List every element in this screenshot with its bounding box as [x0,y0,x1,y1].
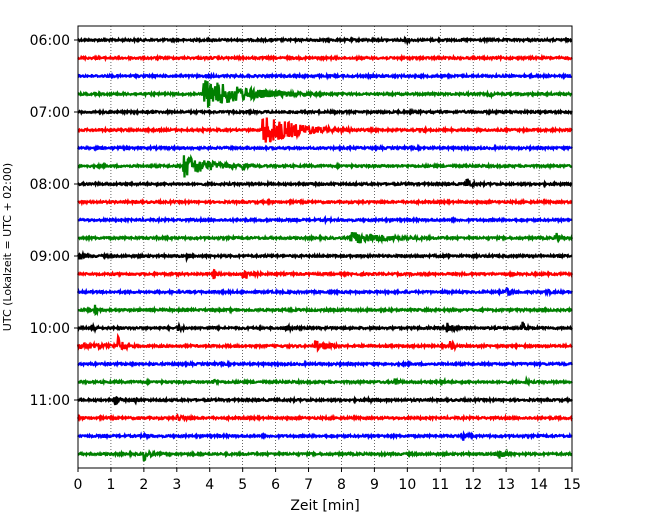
trace-0715 [77,117,573,143]
x-tick-label: 11 [431,477,449,493]
trace-0600 [77,35,573,47]
x-tick-label: 0 [74,477,83,493]
x-axis-label: Zeit [min] [290,498,359,514]
x-tick-label: 15 [563,477,581,493]
y-tick-label: 09:00 [30,249,70,265]
traces [76,35,574,462]
trace-0700 [77,107,573,117]
y-tick-label: 07:00 [30,105,70,121]
y-tick-label: 08:00 [30,177,70,193]
trace-1145 [77,448,573,462]
y-tick-label: 10:00 [30,321,70,337]
trace-0615 [77,53,573,63]
x-tick-label: 1 [106,477,115,493]
x-tick-label: 13 [497,477,515,493]
x-axis: 0 1 2 3 4 5 6 7 8 9 10 11 12 13 14 15 [74,468,581,493]
y-tick-label: 06:00 [30,33,70,49]
trace-0915 [76,268,574,280]
plot-frame [77,25,573,469]
trace-0900 [77,249,573,264]
trace-0630 [77,71,573,81]
trace-0945 [77,304,573,317]
trace-1030 [77,359,574,369]
y-axis-label: UTC (Lokalzeit = UTC + 02:00) [1,163,14,331]
trace-0845 [77,231,574,245]
x-tick-label: 2 [139,477,148,493]
x-tick-label: 6 [271,477,280,493]
trace-1015 [76,332,573,353]
x-tick-label: 12 [464,477,482,493]
trace-0830 [77,214,573,226]
trace-1045 [77,375,573,387]
x-tick-label: 4 [205,477,214,493]
x-tick-label: 5 [238,477,247,493]
x-tick-label: 3 [172,477,181,493]
trace-1100 [76,394,573,406]
trace-0730 [76,143,573,153]
trace-0645 [77,80,573,108]
trace-1115 [76,413,573,423]
y-tick-label: 11:00 [30,393,70,409]
trace-0815 [77,197,573,207]
x-tick-label: 7 [304,477,313,493]
x-tick-label: 9 [370,477,379,493]
trace-1130 [77,430,573,441]
trace-0800 [77,178,573,190]
trace-0930 [76,286,573,298]
x-tick-label: 14 [530,477,548,493]
y-axis: 06:00 07:00 08:00 09:00 10:00 11:00 [30,33,78,409]
x-tick-label: 8 [337,477,346,493]
x-tick-label: 10 [398,477,416,493]
trace-0745 [77,153,573,178]
trace-1000 [76,321,573,334]
